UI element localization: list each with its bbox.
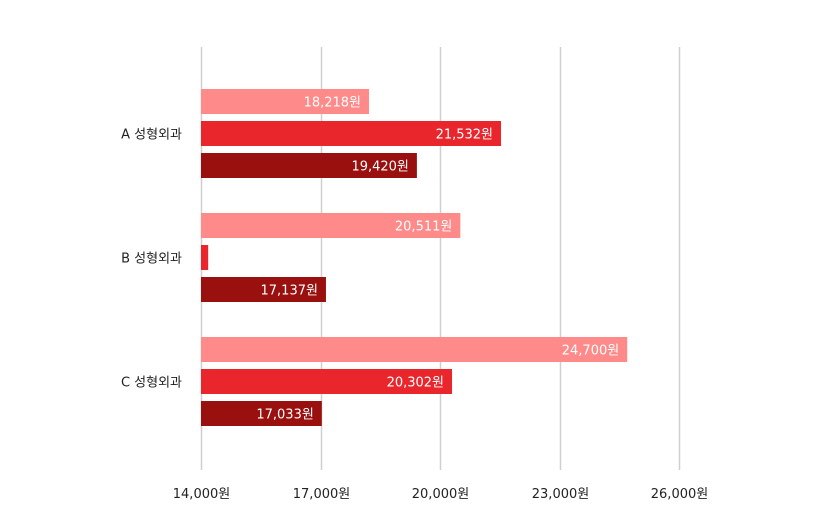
data-label: 20,302원 [387, 376, 444, 391]
category-label: A 성형외과 [121, 128, 182, 143]
bar [201, 277, 326, 302]
data-label: 17,033원 [256, 408, 313, 423]
category-label: C 성형외과 [121, 376, 182, 391]
x-tick-label: 20,000원 [412, 487, 469, 502]
data-label: 18,218원 [304, 96, 361, 111]
bar [201, 245, 209, 270]
data-labels: 18,218원 21,532원 19,420원 20,511원 17,137원 24,70… [256, 96, 619, 423]
bar [201, 121, 502, 146]
data-label: 19,420원 [351, 160, 408, 175]
x-tick-label: 23,000원 [532, 487, 589, 502]
x-tick-label: 26,000원 [651, 487, 708, 502]
bar [201, 401, 322, 426]
bar [201, 213, 461, 238]
data-label: 20,511원 [395, 220, 452, 235]
data-label: 24,700원 [562, 344, 619, 359]
x-axis-tick-labels: 14,000원 17,000원 20,000원 23,000원 26,000원 [173, 487, 708, 502]
x-tick-label: 17,000원 [293, 487, 350, 502]
bar [201, 153, 417, 178]
x-tick-label: 14,000원 [173, 487, 230, 502]
bar [201, 337, 628, 362]
bar [201, 369, 453, 394]
gridlines [200, 47, 681, 470]
bar [201, 89, 370, 114]
category-label: B 성형외과 [121, 252, 182, 267]
bars [201, 89, 628, 426]
category-labels: A 성형외과 B 성형외과 C 성형외과 [121, 128, 182, 391]
data-label: 17,137원 [261, 284, 318, 299]
data-label: 21,532원 [436, 128, 493, 143]
